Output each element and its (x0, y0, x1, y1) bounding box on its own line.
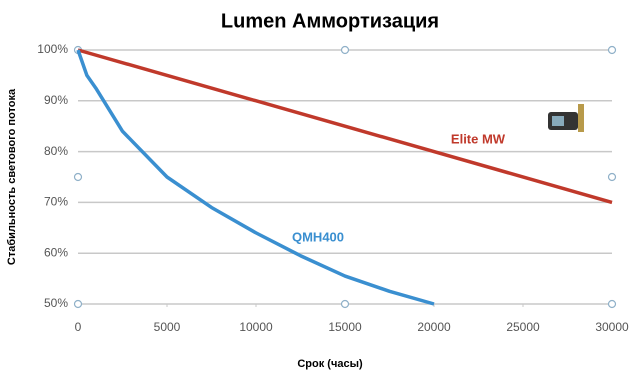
x-tick-label: 25000 (506, 320, 540, 334)
selection-handle (340, 299, 350, 309)
series-line (76, 49, 435, 306)
lamp-icon (548, 104, 584, 132)
x-axis-title: Срок (часы) (297, 358, 363, 370)
y-tick-label: 60% (44, 245, 68, 259)
selection-handle (607, 172, 617, 182)
x-tick-label: 20000 (417, 320, 451, 334)
selection-handle (607, 299, 617, 309)
x-tick-label: 5000 (154, 320, 181, 334)
y-tick-label: 80% (44, 144, 68, 158)
x-tick-label: 15000 (328, 320, 362, 334)
y-tick-label: 90% (44, 93, 68, 107)
x-tick-label: 30000 (595, 320, 629, 334)
selection-handle (73, 299, 83, 309)
series-label: Elite MW (451, 131, 506, 146)
selection-handle (73, 172, 83, 182)
chart-title: Lumen Аммортизация (221, 10, 439, 32)
series-label: QMH400 (292, 229, 344, 244)
y-tick-label: 50% (44, 296, 68, 310)
y-axis-title: Стабильность светового потока (6, 88, 18, 265)
x-tick-label: 0 (75, 320, 82, 334)
x-tick-label: 10000 (239, 320, 273, 334)
selection-handle (607, 45, 617, 55)
y-tick-label: 100% (37, 42, 68, 56)
y-tick-label: 70% (44, 195, 68, 209)
selection-handle (340, 45, 350, 55)
series-line (77, 48, 613, 205)
